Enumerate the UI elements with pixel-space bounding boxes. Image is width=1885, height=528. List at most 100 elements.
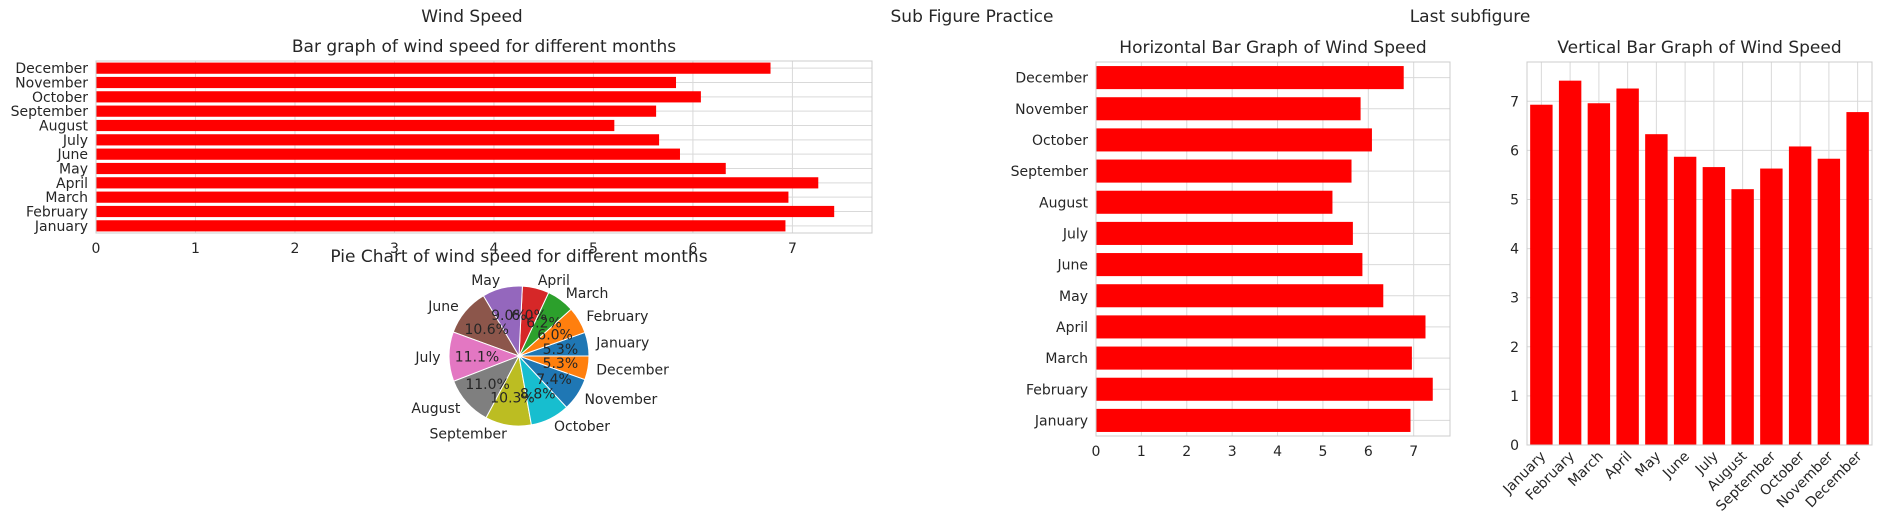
- vbar-ytick-label: 3: [1510, 291, 1519, 307]
- vbar-bar-january: [1530, 104, 1553, 445]
- large-hbar-chart: 0 1 2 3 4 5 6 7 January February March April May June…: [1011, 38, 1451, 460]
- pie-slice-label: April: [538, 273, 570, 289]
- pie-slice-label: November: [584, 392, 657, 408]
- vbar-ytick-label: 4: [1510, 242, 1519, 258]
- vbar-bar-february: [1558, 80, 1582, 446]
- large-hbar-ytick-label: March: [1045, 351, 1088, 367]
- small-hbar-bar-june: [96, 148, 680, 160]
- pie-pct-label: 8.8%: [520, 387, 556, 403]
- small-hbar-ytick-label: June: [57, 147, 89, 163]
- pie-title: Pie Chart of wind speed for different mo…: [330, 247, 707, 267]
- vbar-chart: 01234567JanuaryFebruaryMarchAprilMayJune…: [1500, 38, 1873, 515]
- small-hbar-ytick-label: April: [56, 176, 88, 192]
- pie-pct-label: 10.6%: [464, 322, 508, 338]
- pie-slice-december: [518, 355, 590, 381]
- large-hbar-frame: [1095, 61, 1451, 437]
- small-hbar-bar-october: [96, 91, 701, 103]
- pie-pct-label: 6.0%: [511, 308, 547, 324]
- small-hbar-ytick-label: July: [62, 133, 88, 149]
- pie-slice-label: May: [471, 273, 500, 289]
- small-hbar-bar-march: [96, 191, 789, 203]
- large-hbar-ytick-label: November: [1015, 102, 1088, 118]
- small-hbar-xtick-label: 7: [788, 241, 797, 257]
- small-hbar-xtick-label: 1: [191, 241, 200, 257]
- small-hbar-bar-april: [96, 177, 819, 189]
- pie-slice-label: October: [554, 419, 610, 435]
- small-hbar-bar-september: [96, 105, 657, 117]
- small-hbar-chart: 0 1 2 3 4 5 6 7 JanuaryFebruaryMarchAprilMayJune…: [11, 37, 873, 257]
- pie-pct-label: 5.3%: [543, 356, 579, 372]
- vbar-xtick-label: April: [1602, 449, 1636, 483]
- small-hbar-xtick-label: 3: [390, 241, 399, 257]
- pie-slice-label: March: [566, 286, 609, 302]
- small-hbar-xtick-label: 0: [92, 241, 101, 257]
- vbar-bar-june: [1673, 156, 1697, 445]
- vbar-ytick-label: 5: [1510, 193, 1519, 209]
- pie-slice-label: January: [595, 336, 649, 352]
- figure-title-left: Wind Speed: [421, 7, 523, 27]
- vbar-bar-may: [1645, 134, 1668, 445]
- large-hbar-xtick-label: 4: [1273, 444, 1282, 460]
- large-hbar-ytick-label: August: [1039, 195, 1089, 211]
- large-hbar-ytick-label: December: [1015, 71, 1088, 87]
- pie-pct-label: 6.0%: [537, 327, 573, 343]
- vbar-ytick-label: 6: [1510, 143, 1519, 159]
- large-hbar-title: Horizontal Bar Graph of Wind Speed: [1119, 38, 1426, 58]
- large-hbar-ytick-label: July: [1062, 226, 1088, 242]
- small-hbar-ytick-label: February: [26, 205, 88, 221]
- vbar-bar-november: [1817, 158, 1841, 445]
- large-hbar-ytick-label: June: [1057, 258, 1089, 274]
- vbar-xtick-label: May: [1632, 449, 1664, 481]
- small-hbar-ytick-label: September: [11, 104, 89, 120]
- small-hbar-ytick-label: December: [15, 61, 88, 77]
- large-hbar-xtick-label: 7: [1409, 444, 1418, 460]
- large-hbar-bar-november: [1096, 97, 1361, 121]
- vbar-bar-april: [1616, 88, 1639, 445]
- large-hbar-ytick-label: October: [1032, 133, 1088, 149]
- small-hbar-bar-february: [96, 205, 835, 218]
- small-hbar-frame: [95, 60, 873, 234]
- large-hbar-ytick-label: April: [1056, 320, 1088, 336]
- small-hbar-ytick-label: August: [39, 119, 89, 135]
- large-hbar-xtick-label: 0: [1092, 444, 1101, 460]
- vbar-frame: [1526, 61, 1873, 446]
- large-hbar-bar-december: [1096, 66, 1404, 90]
- large-hbar-xtick-label: 1: [1137, 444, 1146, 460]
- large-hbar-bar-october: [1096, 128, 1372, 152]
- small-hbar-bar-december: [96, 62, 771, 74]
- large-hbar-ytick-label: January: [1034, 413, 1088, 429]
- pie-slice-label: December: [596, 362, 669, 378]
- figure-title-right: Last subfigure: [1409, 7, 1531, 27]
- large-hbar-xtick-label: 6: [1364, 444, 1373, 460]
- small-hbar-ytick-label: October: [32, 90, 88, 106]
- large-hbar-ytick-label: February: [1026, 382, 1088, 398]
- large-hbar-bar-september: [1096, 159, 1352, 183]
- small-hbar-title: Bar graph of wind speed for different mo…: [292, 37, 676, 57]
- large-hbar-bar-june: [1096, 253, 1363, 277]
- pie-slice-label: June: [427, 299, 459, 315]
- small-hbar-bar-august: [96, 119, 615, 132]
- vbar-bar-august: [1731, 189, 1754, 445]
- figure-title-center: Sub Figure Practice: [890, 7, 1054, 27]
- pie-slice-label: July: [414, 350, 440, 366]
- vbar-bar-march: [1587, 103, 1611, 445]
- pie-pct-label: 11.0%: [465, 377, 509, 393]
- small-hbar-xtick-label: 4: [489, 241, 498, 257]
- small-hbar-bar-july: [96, 134, 660, 146]
- vbar-ytick-label: 1: [1510, 389, 1519, 405]
- small-hbar-ytick-label: January: [34, 219, 88, 235]
- large-hbar-bar-may: [1096, 284, 1384, 308]
- large-hbar-bar-august: [1096, 190, 1333, 214]
- large-hbar-xtick-label: 5: [1318, 444, 1327, 460]
- large-hbar-xtick-label: 2: [1182, 444, 1191, 460]
- small-hbar-ytick-label: November: [15, 76, 88, 92]
- vbar-title: Vertical Bar Graph of Wind Speed: [1557, 38, 1841, 58]
- pie-pct-label: 5.3%: [543, 342, 579, 358]
- vbar-bar-september: [1760, 168, 1783, 446]
- small-hbar-xtick-label: 6: [688, 241, 697, 257]
- pie-pct-label: 11.1%: [455, 349, 499, 365]
- vbar-bar-october: [1788, 146, 1812, 445]
- large-hbar-bar-february: [1096, 377, 1433, 401]
